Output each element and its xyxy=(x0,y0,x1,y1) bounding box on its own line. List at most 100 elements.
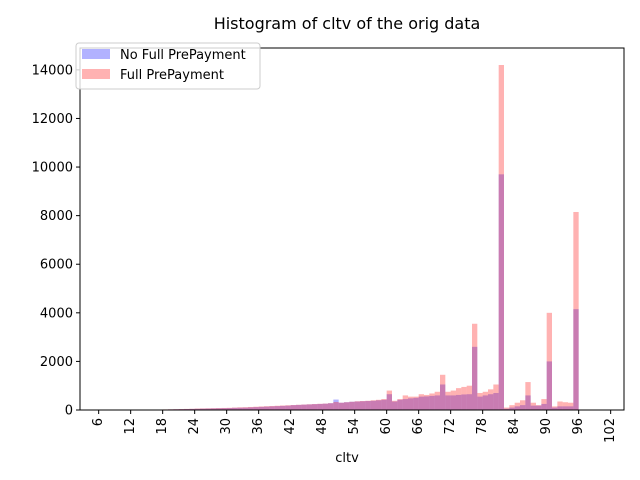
histogram-bar xyxy=(274,406,280,410)
histogram-bar xyxy=(285,405,291,410)
histogram-bar xyxy=(408,398,414,410)
histogram-bar xyxy=(184,408,190,410)
histogram-bar xyxy=(360,401,366,410)
plot-frame xyxy=(79,47,625,411)
histogram-bar xyxy=(568,406,574,410)
histogram-bar xyxy=(434,395,440,410)
histogram-bar xyxy=(536,405,542,410)
histogram-bar xyxy=(472,346,478,410)
histogram-bar xyxy=(440,384,446,410)
x-tick-label: 78 xyxy=(475,418,490,435)
y-tick-label: 10000 xyxy=(32,161,73,176)
y-tick-label: 2000 xyxy=(40,355,73,370)
histogram-bar xyxy=(525,382,531,410)
histogram-bar xyxy=(312,404,318,410)
histogram-bar xyxy=(365,401,371,410)
histogram-bar xyxy=(493,392,499,410)
histogram-bar xyxy=(488,389,494,410)
histogram-bar xyxy=(338,402,344,410)
histogram-bar xyxy=(253,406,259,410)
legend-label: No Full PrePayment xyxy=(120,48,246,63)
histogram-bar xyxy=(264,406,270,410)
histogram-bar xyxy=(424,394,430,410)
x-tick-label: 30 xyxy=(219,418,234,435)
histogram-bar xyxy=(232,407,238,410)
histogram-bar xyxy=(397,399,403,410)
histogram-bar xyxy=(210,408,216,410)
histogram-bar xyxy=(509,405,515,410)
histogram-bar xyxy=(205,408,211,410)
x-tick-label: 96 xyxy=(571,418,586,435)
histogram-bar xyxy=(242,407,248,410)
x-tick-label: 18 xyxy=(155,418,170,435)
histogram-bar xyxy=(552,407,558,410)
histogram-bar xyxy=(344,402,350,410)
histogram-bar xyxy=(541,399,547,410)
series-1-bars xyxy=(98,65,579,410)
legend-label: Full PrePayment xyxy=(120,68,224,83)
histogram-bar xyxy=(194,408,200,410)
histogram-bar xyxy=(397,399,403,410)
histogram-bar xyxy=(312,404,318,410)
histogram-bar xyxy=(317,403,323,410)
histogram-bar xyxy=(541,403,547,410)
histogram-bar xyxy=(392,401,398,410)
histogram-bar xyxy=(360,401,366,410)
histogram-bar xyxy=(514,402,520,410)
histogram-bar xyxy=(482,391,488,410)
histogram-bar xyxy=(488,394,494,410)
legend-swatch xyxy=(82,49,110,59)
histogram-bar xyxy=(301,404,307,410)
x-tick-label: 36 xyxy=(251,418,266,435)
histogram-bar xyxy=(290,405,296,410)
histogram-bar xyxy=(530,402,536,410)
histogram-bar xyxy=(552,406,558,410)
histogram-bar xyxy=(226,407,232,410)
histogram-bar xyxy=(232,407,238,410)
histogram-bar xyxy=(461,386,467,410)
histogram-bar xyxy=(354,401,360,410)
histogram-bar xyxy=(504,408,510,410)
histogram-bar xyxy=(200,408,206,410)
histogram-bar xyxy=(408,396,414,410)
histogram-bar xyxy=(546,312,552,410)
histogram-bar xyxy=(248,407,254,410)
histogram-bar xyxy=(424,396,430,410)
histogram-bar xyxy=(530,405,536,410)
histogram-bar xyxy=(296,404,302,410)
histogram-bar xyxy=(189,408,195,410)
histogram-bar xyxy=(546,361,552,410)
histogram-bar xyxy=(376,399,382,410)
histogram-bar xyxy=(402,395,408,410)
histogram-bar xyxy=(445,391,451,410)
histogram-bar xyxy=(354,401,360,410)
histogram-bar xyxy=(520,400,526,410)
histogram-bar xyxy=(429,395,435,410)
histogram-bar xyxy=(509,407,515,410)
histogram-bar xyxy=(525,395,531,410)
histogram-bar xyxy=(498,65,504,410)
histogram-bar xyxy=(189,408,195,410)
legend: No Full PrePayment Full PrePayment xyxy=(75,42,261,90)
histogram-bar xyxy=(450,395,456,410)
histogram-bar xyxy=(322,403,328,410)
x-tick-label: 60 xyxy=(379,418,394,435)
histogram-bar xyxy=(370,400,376,410)
histogram-bar xyxy=(520,405,526,410)
chart-title: Histogram of cltv of the orig data xyxy=(214,14,481,33)
histogram-bar xyxy=(349,401,355,410)
histogram-bar xyxy=(562,406,568,410)
histogram-bar xyxy=(264,406,270,410)
legend-box xyxy=(75,42,261,90)
x-tick-label: 48 xyxy=(315,418,330,435)
histogram-bar xyxy=(573,309,579,410)
histogram-bar xyxy=(450,390,456,410)
histogram-bar xyxy=(328,403,334,410)
histogram-bar xyxy=(333,401,339,410)
histogram-bar xyxy=(216,408,222,410)
histogram-bar xyxy=(461,394,467,410)
x-tick-label: 24 xyxy=(187,418,202,435)
x-axis-label: cltv xyxy=(335,451,359,466)
histogram-bar xyxy=(248,406,254,410)
histogram-bar xyxy=(200,408,206,410)
